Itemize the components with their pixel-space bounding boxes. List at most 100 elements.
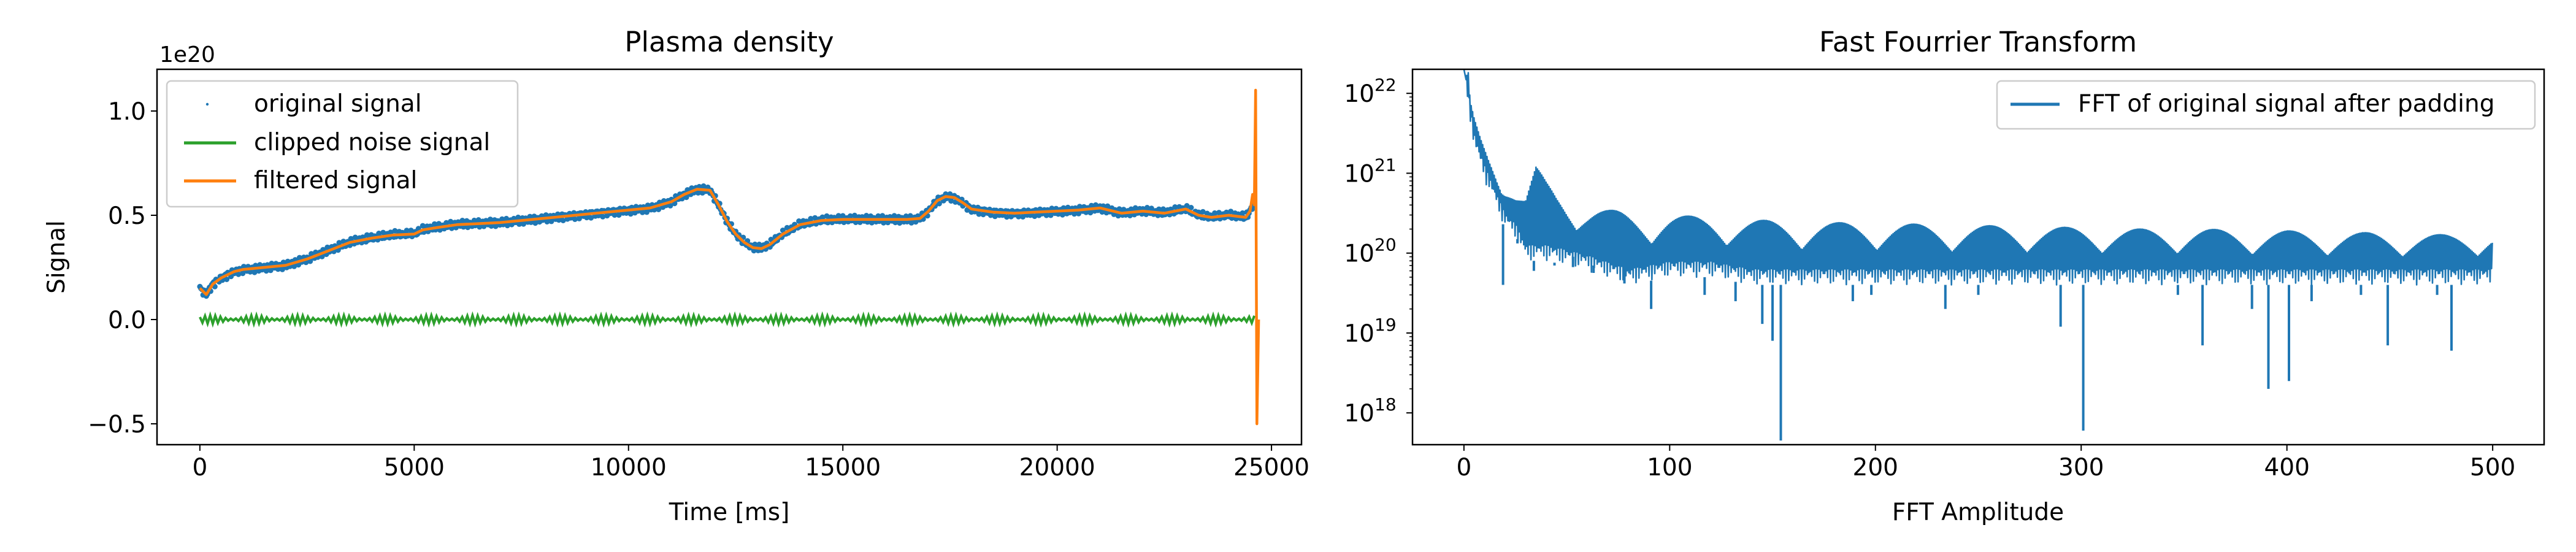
data-point <box>1105 203 1111 209</box>
data-point <box>459 218 466 223</box>
data-point <box>1004 214 1010 220</box>
data-point <box>851 212 857 218</box>
legend: original signal clipped noise signal fil… <box>166 80 519 208</box>
data-point <box>600 213 606 220</box>
data-point <box>864 213 870 218</box>
data-point <box>1043 212 1049 218</box>
y-tick-label: 1.0 <box>108 98 146 126</box>
data-point <box>392 228 398 234</box>
plasma-density-chart: Plasma density 1e20 Signal Time [ms] 0 50… <box>43 26 1309 526</box>
data-point <box>275 266 281 272</box>
x-tick-label: 300 <box>2058 454 2104 481</box>
data-point <box>936 201 942 207</box>
y-axis-label: Signal <box>43 220 71 294</box>
y-tick-label: 10 <box>1344 160 1374 188</box>
data-point <box>279 266 285 272</box>
x-tick-label: 400 <box>2264 454 2309 481</box>
data-point <box>992 213 998 220</box>
x-tick-label: 15000 <box>805 454 881 481</box>
x-axis-label: Time [ms] <box>669 499 790 526</box>
legend-box <box>1996 80 2536 130</box>
data-point <box>808 216 814 221</box>
legend-label-original-signal: original signal <box>254 90 422 118</box>
data-point <box>1240 210 1246 216</box>
fft-chart: Fast Fourrier Transform FFT Amplitude 0 1… <box>1344 26 2545 526</box>
y-ticks: −0.5 0.0 0.5 1.0 <box>88 98 157 439</box>
data-point <box>236 271 242 277</box>
data-point <box>521 221 526 227</box>
data-point <box>307 258 313 264</box>
data-point <box>544 219 550 224</box>
legend-label-filtered-signal: filtered signal <box>254 167 417 194</box>
y-tick-label: 10 <box>1344 400 1374 427</box>
series-filtered-signal <box>199 88 1260 426</box>
series-fft <box>1463 69 2493 286</box>
data-point <box>1132 205 1138 211</box>
legend-label-clipped-noise: clipped noise signal <box>254 129 490 156</box>
x-ticks: 0 100 200 300 400 500 <box>1456 445 2515 481</box>
data-point <box>251 269 258 275</box>
data-point <box>224 277 230 282</box>
data-point <box>640 209 645 215</box>
data-point <box>908 220 914 226</box>
data-point <box>291 263 297 269</box>
legend-box <box>166 80 519 208</box>
x-tick-label: 10000 <box>591 454 667 481</box>
data-point <box>560 218 566 223</box>
series-layer <box>197 88 1260 426</box>
plot-frame <box>156 68 1303 446</box>
data-point <box>572 217 578 222</box>
legend: FFT of original signal after padding <box>1996 80 2536 130</box>
legend-label-fft: FFT of original signal after padding <box>2078 90 2494 118</box>
data-point <box>443 220 450 226</box>
data-point <box>263 268 269 274</box>
data-point <box>532 220 539 226</box>
data-point <box>420 223 426 229</box>
legend-marker-original-signal <box>205 102 209 106</box>
x-tick-label: 200 <box>1853 454 1898 481</box>
series-clipped-noise-signal <box>199 311 1255 328</box>
y-tick-label: −0.5 <box>88 411 146 439</box>
data-point <box>824 213 830 219</box>
data-point <box>376 231 382 236</box>
x-axis-label: FFT Amplitude <box>1892 499 2064 526</box>
y-tick-exponent: 21 <box>1374 155 1397 175</box>
y-tick-exponent: 18 <box>1374 394 1397 415</box>
data-point <box>1160 206 1167 212</box>
data-point <box>1032 213 1038 220</box>
data-point <box>1016 213 1022 220</box>
y-scale-label: 1e20 <box>159 42 215 67</box>
data-point <box>627 211 634 217</box>
data-point <box>364 232 370 238</box>
series-layer <box>1463 69 2493 441</box>
data-point <box>875 213 881 219</box>
data-point <box>1172 204 1178 210</box>
series-fft-dips <box>1501 224 2453 441</box>
data-point <box>667 202 673 209</box>
data-point <box>683 194 689 201</box>
x-tick-label: 5000 <box>384 454 445 481</box>
y-tick-label: 10 <box>1344 80 1374 108</box>
y-tick-exponent: 22 <box>1374 75 1397 95</box>
x-tick-label: 500 <box>2470 454 2515 481</box>
data-point <box>1228 209 1234 215</box>
chart-title: Plasma density <box>624 26 834 58</box>
data-point <box>796 218 802 224</box>
plot-frame <box>1411 68 2545 446</box>
data-point <box>1083 209 1089 215</box>
y-tick-label: 10 <box>1344 320 1374 348</box>
data-point <box>588 215 594 221</box>
y-tick-label: 0.5 <box>108 202 146 230</box>
data-point <box>1188 205 1194 210</box>
y-tick-exponent: 20 <box>1374 235 1397 255</box>
data-point <box>404 228 410 234</box>
y-tick-label: 0.0 <box>108 307 146 334</box>
x-tick-label: 0 <box>192 454 207 481</box>
data-point <box>432 221 437 227</box>
data-point <box>1200 209 1206 215</box>
data-point <box>756 242 762 247</box>
y-tick-exponent: 19 <box>1374 315 1397 335</box>
data-point <box>1184 203 1190 209</box>
x-tick-label: 100 <box>1647 454 1692 481</box>
